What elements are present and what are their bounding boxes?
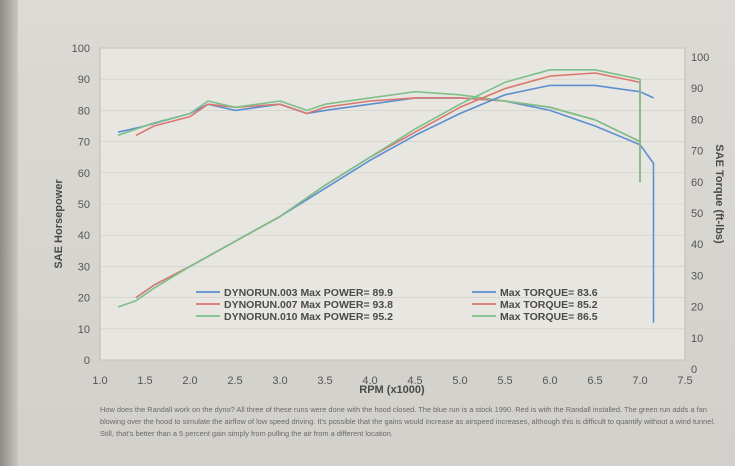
x-tick-label: 7.0 xyxy=(632,375,647,387)
x-tick-label: 2.0 xyxy=(182,375,197,387)
y-tick-label-left: 40 xyxy=(78,230,90,242)
y-tick-label-right: 40 xyxy=(691,239,703,251)
y-tick-label-left: 60 xyxy=(78,168,90,180)
y-tick-label-right: 0 xyxy=(691,364,697,376)
y-tick-label-right: 10 xyxy=(691,333,703,345)
y-tick-label-left: 20 xyxy=(78,293,90,305)
y-tick-label-right: 90 xyxy=(691,83,703,95)
y-tick-label-left: 90 xyxy=(78,74,90,86)
y-tick-label-right: 20 xyxy=(691,302,703,314)
power-line-green xyxy=(117,69,641,308)
y-axis-label-right: SAE Torque (ft-lbs) xyxy=(713,144,725,244)
y-axis-label-left: SAE Horsepower xyxy=(53,179,65,269)
x-tick-label: 1.5 xyxy=(137,375,152,387)
x-tick-label: 3.5 xyxy=(317,375,332,387)
legend-label-power-green: DYNORUN.010 Max POWER= 95.2 xyxy=(224,311,393,323)
power-lines xyxy=(117,69,654,308)
y-tick-label-left: 10 xyxy=(78,324,90,336)
x-axis-label: RPM (x1000) xyxy=(359,384,425,396)
y-tick-label-left: 0 xyxy=(84,355,90,367)
y-tick-label-right: 100 xyxy=(691,52,709,64)
legend-label-power-blue: DYNORUN.003 Max POWER= 89.9 xyxy=(224,287,393,299)
y-tick-label-left: 70 xyxy=(78,137,90,149)
x-tick-label: 2.5 xyxy=(227,375,242,387)
torque-lines xyxy=(117,90,655,323)
y-tick-label-left: 80 xyxy=(78,105,90,117)
legend-label-torque-blue: Max TORQUE= 83.6 xyxy=(500,287,598,299)
page-binding-shadow xyxy=(0,0,18,466)
y-tick-label-left: 30 xyxy=(78,261,90,273)
x-tick-label: 4.0 xyxy=(362,375,377,387)
y-tick-label-left: 100 xyxy=(72,43,90,55)
figure-caption: How does the Randall work on the dyno? A… xyxy=(100,405,716,438)
torque-line-blue xyxy=(117,97,655,323)
x-tick-label: 5.5 xyxy=(497,375,512,387)
x-tick-label: 3.0 xyxy=(272,375,287,387)
y-tick-label-right: 50 xyxy=(691,208,703,220)
x-tick-label: 1.0 xyxy=(92,375,107,387)
y-tick-label-right: 70 xyxy=(691,146,703,158)
legend-label-power-red: DYNORUN.007 Max POWER= 93.8 xyxy=(224,299,393,311)
grid xyxy=(100,47,685,361)
y-tick-label-right: 60 xyxy=(691,177,703,189)
x-tick-label: 4.5 xyxy=(407,375,422,387)
x-tick-label: 7.5 xyxy=(677,375,692,387)
x-tick-label: 6.0 xyxy=(542,375,557,387)
y-tick-label-right: 30 xyxy=(691,270,703,282)
y-tick-label-right: 80 xyxy=(691,114,703,126)
x-tick-label: 6.5 xyxy=(587,375,602,387)
y-tick-label-left: 50 xyxy=(78,199,90,211)
tick-labels: 1.0 1.5 2.0 2.5 3.0 3.5 4.0 4.5 5.0 5.5 6.0 6.5 7.0 7… xyxy=(72,43,710,387)
legend-label-torque-red: Max TORQUE= 85.2 xyxy=(500,299,598,311)
torque-line-green xyxy=(117,90,641,143)
legend-label-torque-green: Max TORQUE= 86.5 xyxy=(500,311,598,323)
x-tick-label: 5.0 xyxy=(452,375,467,387)
